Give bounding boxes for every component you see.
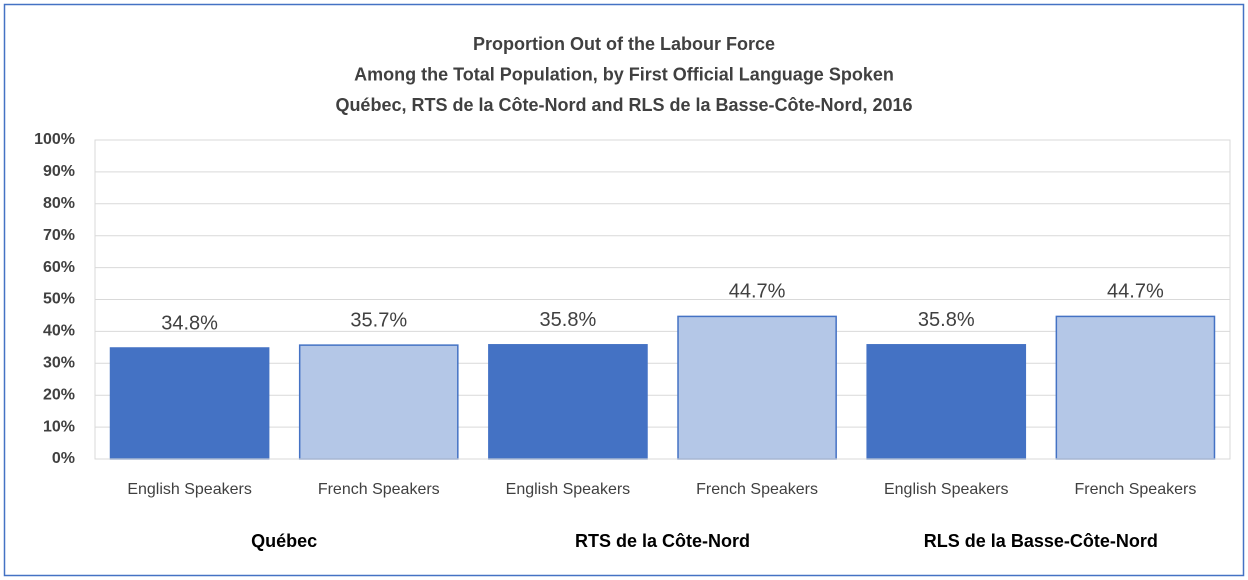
- x-tick-label: English Speakers: [127, 481, 252, 498]
- bar: [866, 344, 1027, 460]
- group-label: RTS de la Côte-Nord: [575, 531, 750, 551]
- y-tick-label: 20%: [43, 386, 75, 403]
- chart-title: Among the Total Population, by First Off…: [354, 64, 894, 84]
- x-tick-label: English Speakers: [506, 481, 631, 498]
- y-tick-label: 60%: [43, 259, 75, 276]
- y-tick-label: 70%: [43, 227, 75, 244]
- bar: [298, 344, 459, 460]
- data-label: 44.7%: [729, 281, 786, 303]
- data-label: 35.8%: [918, 309, 975, 331]
- x-tick-label: French Speakers: [1074, 481, 1196, 498]
- data-label: 35.8%: [540, 309, 597, 331]
- data-label: 34.8%: [161, 312, 218, 334]
- group-label: RLS de la Basse-Côte-Nord: [924, 531, 1158, 551]
- data-label: 44.7%: [1107, 281, 1164, 303]
- y-tick-label: 80%: [43, 195, 75, 212]
- y-tick-label: 90%: [43, 163, 75, 180]
- y-tick-label: 50%: [43, 291, 75, 308]
- bar: [488, 344, 648, 460]
- x-tick-label: French Speakers: [318, 481, 440, 498]
- chart-title: Proportion Out of the Labour Force: [473, 34, 775, 54]
- y-tick-label: 0%: [52, 450, 75, 467]
- x-tick-label: English Speakers: [884, 481, 1009, 498]
- group-label: Québec: [251, 531, 317, 551]
- bar: [1055, 315, 1216, 460]
- data-label: 35.7%: [350, 309, 407, 331]
- y-tick-label: 10%: [43, 418, 75, 435]
- bar: [109, 347, 270, 460]
- y-tick-label: 100%: [34, 131, 75, 148]
- x-tick-label: French Speakers: [696, 481, 818, 498]
- y-tick-label: 30%: [43, 355, 75, 372]
- chart-title: Québec, RTS de la Côte-Nord and RLS de l…: [335, 95, 912, 115]
- bar: [677, 315, 837, 460]
- y-tick-label: 40%: [43, 323, 75, 340]
- chart-border: [3, 3, 1245, 577]
